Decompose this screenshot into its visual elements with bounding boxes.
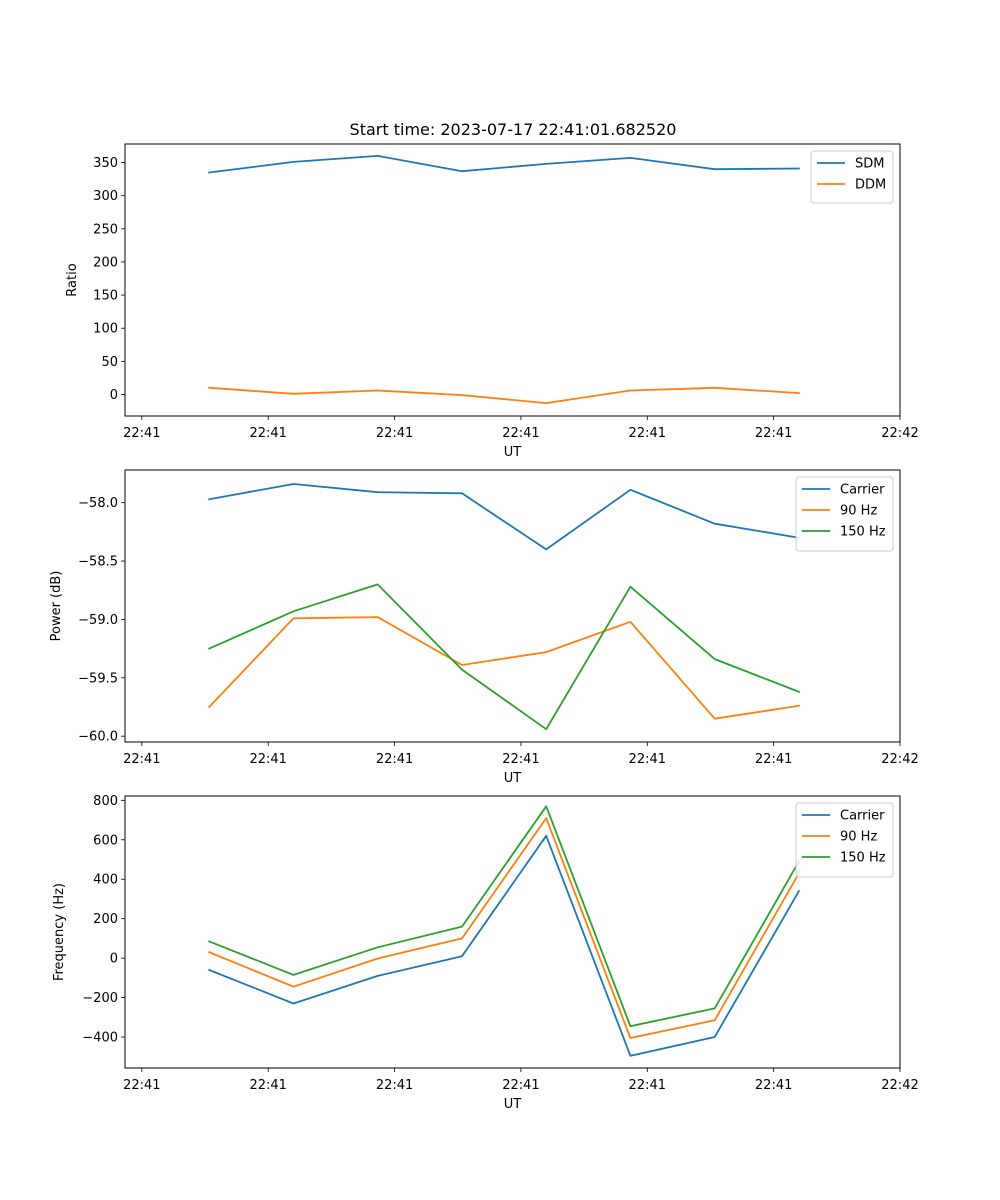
legend-label: Carrier [840, 483, 885, 498]
axes-frame-2 [124, 469, 901, 743]
legend-box [795, 802, 894, 878]
y-tick-label: −59.0 [78, 613, 118, 628]
x-axis-label: UT [504, 771, 522, 786]
series-line-ddm [208, 386, 800, 404]
legend-label: Carrier [840, 809, 885, 824]
x-tick-label: 22:41 [502, 1078, 539, 1093]
legend-label: SDM [855, 157, 884, 172]
x-tick-label: 22:41 [755, 426, 792, 441]
y-tick-label: −60.0 [78, 730, 118, 745]
y-tick-label: 200 [93, 255, 118, 270]
figure-title: Start time: 2023-07-17 22:41:01.682520 [350, 120, 677, 139]
x-tick-label: 22:41 [629, 1078, 666, 1093]
y-tick-label: 300 [93, 189, 118, 204]
y-tick-label: 0 [110, 952, 118, 967]
y-tick-label: −200 [82, 991, 118, 1006]
x-tick-label: 22:41 [629, 426, 666, 441]
y-axis-label: Ratio [65, 263, 80, 296]
series-line-carrier [208, 834, 801, 1057]
legend-box [795, 476, 894, 552]
y-tick-label: −59.5 [78, 671, 118, 686]
y-tick-label: 800 [93, 794, 118, 809]
x-tick-label: 22:41 [376, 1078, 413, 1093]
series-line-90-hz [208, 817, 801, 1039]
y-tick-label: 0 [110, 388, 118, 403]
x-axis-label: UT [504, 445, 522, 460]
x-axis-label: UT [504, 1097, 522, 1112]
legend-label: 150 Hz [840, 525, 886, 540]
x-tick-label: 22:42 [881, 1078, 918, 1093]
x-tick-label: 22:41 [249, 752, 286, 767]
y-tick-label: 100 [93, 322, 118, 337]
x-tick-label: 22:41 [249, 426, 286, 441]
y-tick-label: 200 [93, 912, 118, 927]
x-tick-label: 22:41 [502, 752, 539, 767]
x-tick-label: 22:41 [755, 1078, 792, 1093]
x-tick-label: 22:41 [123, 1078, 160, 1093]
series-line-carrier [208, 483, 800, 551]
legend-3: Carrier 90 Hz 150 Hz [795, 802, 894, 878]
panels-container: 0 50 100 150 200 250 300 350 22:41 22:41 22:41 22:4… [49, 143, 919, 1112]
legend-1: SDM DDM [810, 150, 894, 204]
x-tick-label: 22:42 [881, 752, 918, 767]
axes-frame-1 [124, 143, 901, 417]
x-tick-label: 22:41 [249, 1078, 286, 1093]
y-tick-label: 150 [93, 289, 118, 304]
x-tick-label: 22:41 [755, 752, 792, 767]
x-tick-label: 22:41 [376, 752, 413, 767]
series-line-150-hz [208, 805, 801, 1028]
x-tick-label: 22:41 [123, 426, 160, 441]
legend-label: 150 Hz [840, 851, 886, 866]
x-tick-label: 22:41 [502, 426, 539, 441]
series-line-sdm [208, 155, 800, 174]
y-tick-label: 50 [101, 355, 118, 370]
y-tick-label: 350 [93, 156, 118, 171]
panel-2: −60.0 −59.5 −59.0 −58.5 −58.0 22:41 22:41 22:41… [49, 469, 919, 786]
legend-box [810, 150, 894, 204]
y-axis-label: Power (dB) [49, 571, 64, 642]
series-line-90-hz [207, 616, 800, 720]
legend-label: 90 Hz [840, 830, 877, 845]
y-tick-label: −58.0 [78, 496, 118, 511]
panel-3: −400 −200 0 200 400 600 800 22:41 22:41 22:41 22:4… [52, 794, 919, 1112]
legend-2: Carrier 90 Hz 150 Hz [795, 476, 894, 552]
y-tick-label: 400 [93, 873, 118, 888]
y-axis-label: Frequency (Hz) [52, 883, 67, 981]
x-tick-label: 22:42 [881, 426, 918, 441]
y-tick-label: 600 [93, 833, 118, 848]
x-tick-label: 22:41 [629, 752, 666, 767]
y-tick-label: 250 [93, 222, 118, 237]
legend-label: DDM [855, 178, 886, 193]
x-tick-label: 22:41 [123, 752, 160, 767]
legend-label: 90 Hz [840, 504, 877, 519]
panel-1: 0 50 100 150 200 250 300 350 22:41 22:41 22:41 22:4… [65, 143, 919, 460]
axes-frame-3 [124, 795, 901, 1069]
y-tick-label: −400 [82, 1031, 118, 1046]
y-tick-label: −58.5 [78, 555, 118, 570]
x-tick-label: 22:41 [376, 426, 413, 441]
series-line-150-hz [208, 583, 801, 731]
